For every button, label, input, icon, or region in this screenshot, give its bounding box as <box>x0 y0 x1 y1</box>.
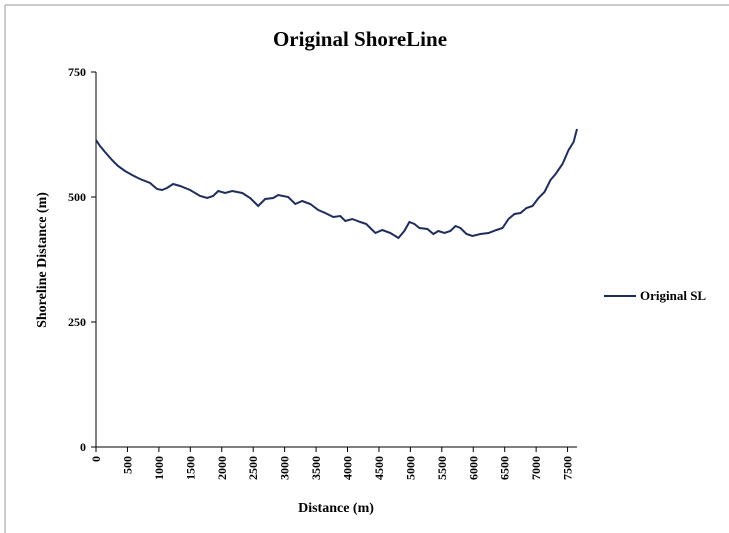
x-axis-label: Distance (m) <box>298 501 374 516</box>
x-tick-label: 1000 <box>152 456 166 480</box>
x-tick-label: 6500 <box>498 456 512 480</box>
x-tick-label: 2000 <box>215 456 229 480</box>
x-tick-label: 3000 <box>278 456 292 480</box>
y-tick-label: 250 <box>68 315 86 329</box>
legend-label: Original SL <box>640 288 706 303</box>
y-axis-label: Shoreline Distance (m) <box>35 192 50 328</box>
x-tick-label: 4500 <box>372 456 386 480</box>
x-tick-label: 6000 <box>466 456 480 480</box>
data-line <box>95 128 578 240</box>
x-tick-label: 1500 <box>183 456 197 480</box>
chart-title: Original ShoreLine <box>273 27 447 51</box>
x-tick-label: 2500 <box>246 456 260 480</box>
x-tick-label: 3500 <box>309 456 323 480</box>
x-tick-label: 0 <box>89 456 103 462</box>
x-tick-label: 4000 <box>341 456 355 480</box>
y-tick-label: 500 <box>68 190 86 204</box>
x-tick-label: 7500 <box>561 456 575 480</box>
x-tick-label: 500 <box>120 456 134 474</box>
y-tick-label: 750 <box>68 65 86 79</box>
x-tick-label: 5000 <box>403 456 417 480</box>
y-tick-label: 0 <box>80 440 86 454</box>
x-tick-label: 5500 <box>435 456 449 480</box>
x-tick-label: 7000 <box>529 456 543 480</box>
